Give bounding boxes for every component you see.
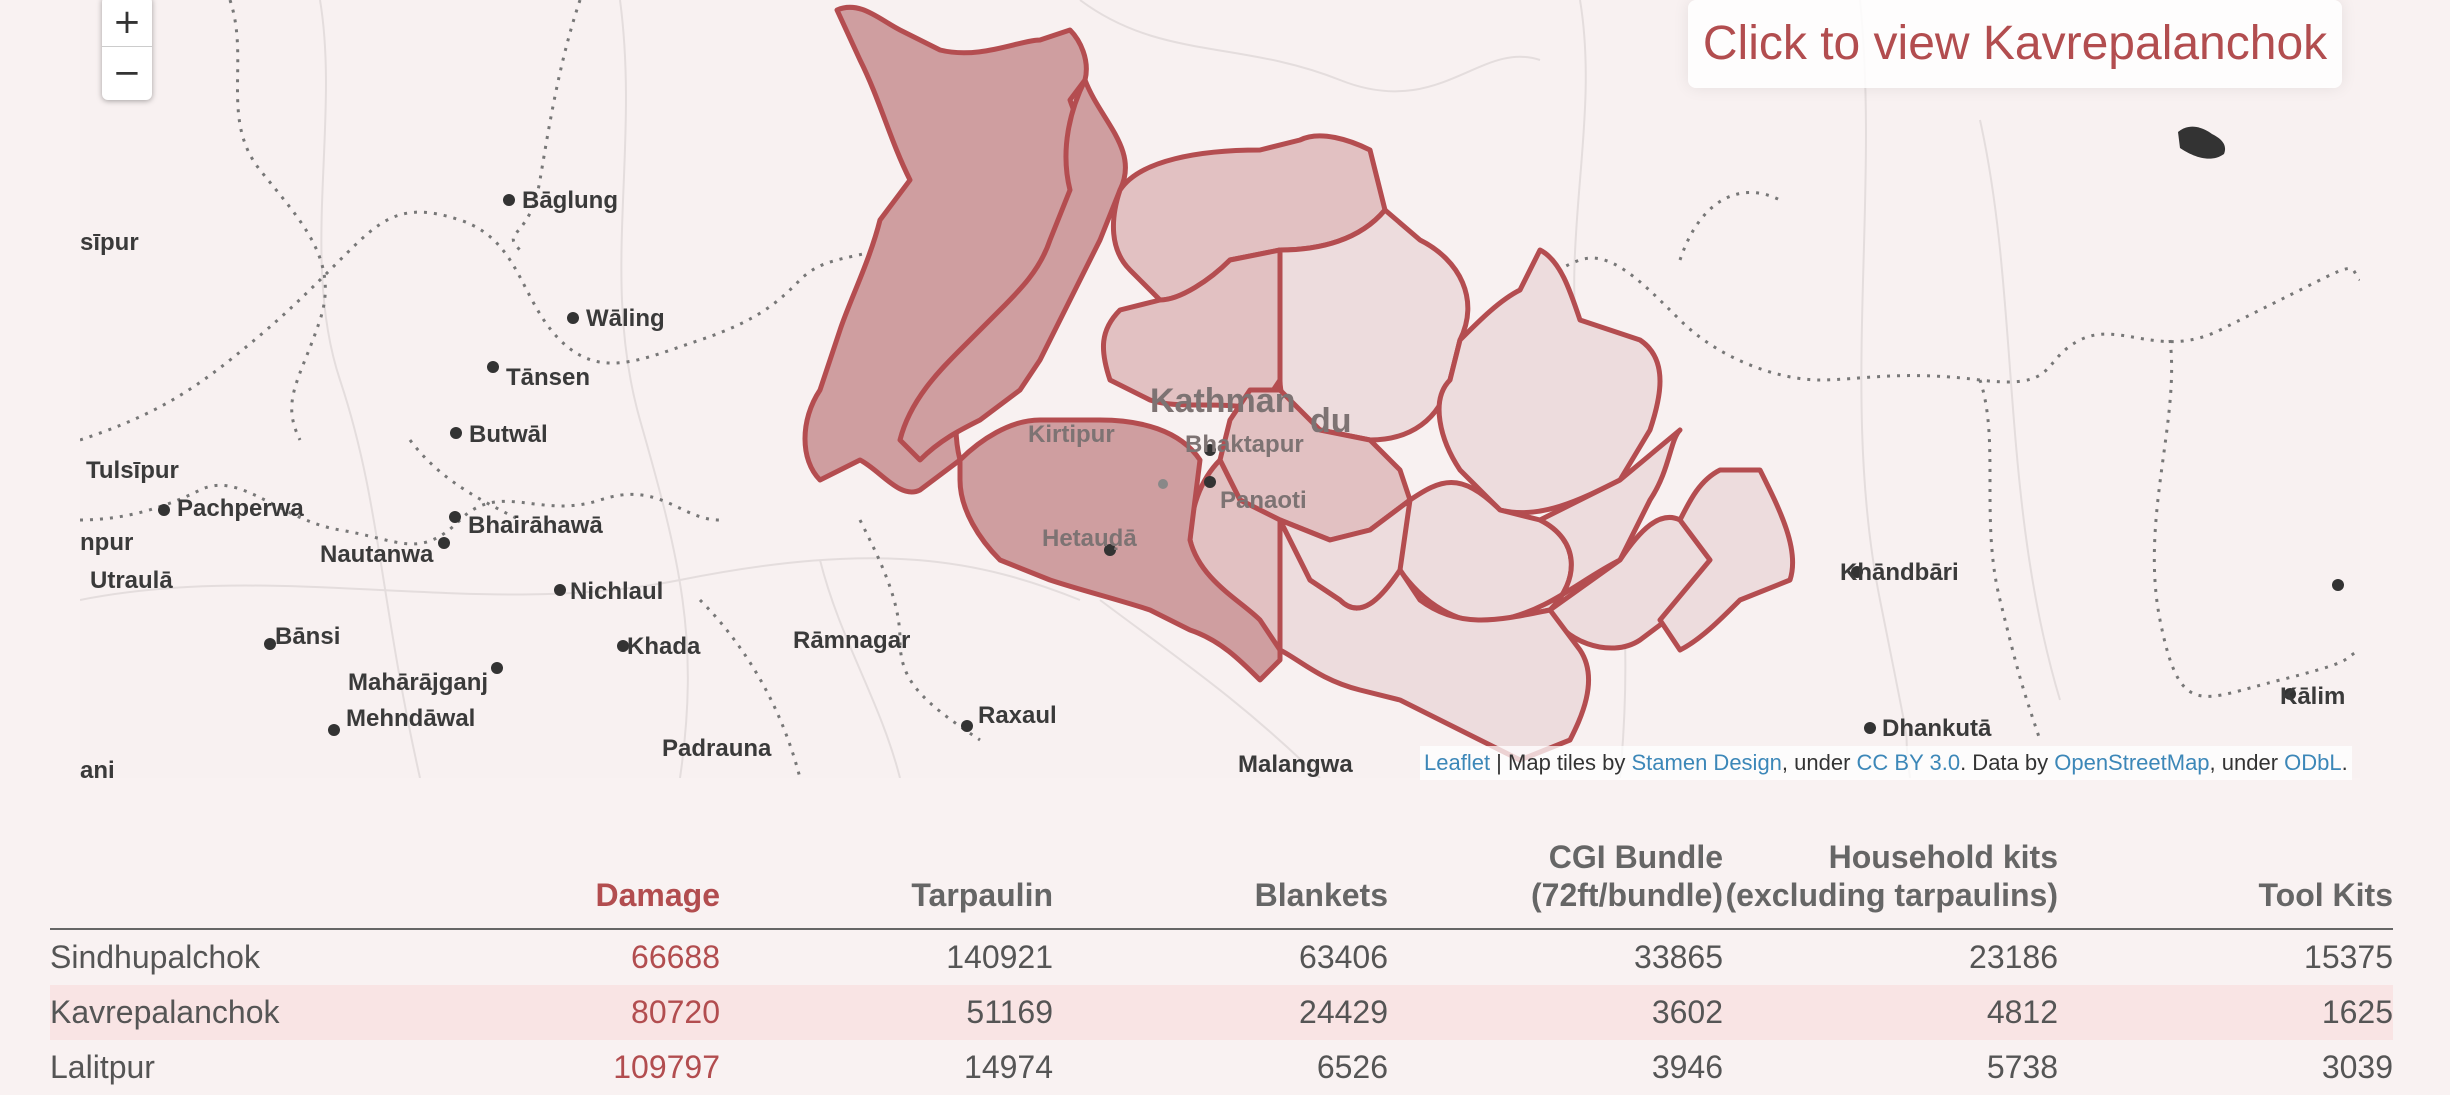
label-raxaul: Raxaul [978, 702, 1057, 729]
label-padrauna: Padrauna [662, 735, 772, 762]
map-borders [80, 0, 2360, 778]
zoom-out-button[interactable]: − [102, 46, 152, 97]
cell-damage: 66688 [631, 939, 720, 975]
district-info-box: Click to view Kavrepalanchok [1688, 0, 2342, 88]
label-tansen: Tānsen [506, 364, 590, 391]
district-ramechhap[interactable] [1497, 427, 1683, 623]
cell-tarpaulin: 51169 [720, 985, 1053, 1040]
lake-feature [2178, 126, 2226, 159]
header-damage[interactable]: Damage [350, 806, 720, 930]
place-labels: Bāglung Wāling Tānsen Butwāl Tulsīpur Pa… [80, 187, 2345, 778]
header-tarpaulin[interactable]: Tarpaulin [720, 806, 1053, 930]
table-row[interactable]: Sindhupalchok 66688 140921 63406 33865 2… [50, 929, 2393, 985]
header-tool-kits[interactable]: Tool Kits [2058, 806, 2393, 930]
cell-kits: 4812 [1723, 985, 2058, 1040]
cell-kits: 5738 [1986, 1049, 2058, 1085]
map-attribution: Leaflet | Map tiles by Stamen Design, un… [1420, 746, 2352, 780]
cell-district: Kavrepalanchok [50, 985, 350, 1040]
label-hetauda: Hetauḍā [1042, 525, 1137, 552]
relief-table: Damage Tarpaulin Blankets CGI Bundle (72f… [50, 806, 2393, 1095]
place-dots-dim [1158, 479, 1168, 489]
cell-blankets: 6526 [1316, 1049, 1388, 1085]
stamen-link[interactable]: Stamen Design [1631, 750, 1782, 775]
header-cgi[interactable]: CGI Bundle (72ft/bundle) [1388, 806, 1723, 930]
header-cgi-line1: CGI Bundle [1548, 839, 1723, 875]
ccby-link[interactable]: CC BY 3.0 [1856, 750, 1961, 775]
label-kathmandu-a: Kathman [1150, 382, 1295, 420]
header-cgi-line2: (72ft/bundle) [1531, 877, 1723, 913]
place-dots [158, 194, 2344, 736]
cell-district: Lalitpur [50, 1049, 155, 1085]
zoom-in-button[interactable]: + [112, 2, 142, 42]
label-panaoti: Panaoti [1220, 487, 1307, 514]
label-baglung: Bāglung [522, 187, 618, 214]
label-ani: ani [80, 757, 115, 778]
label-pachperwa: Pachperwa [177, 495, 304, 522]
osm-link[interactable]: OpenStreetMap [2054, 750, 2210, 775]
label-butwal: Butwāl [469, 421, 548, 448]
table-header-row: Damage Tarpaulin Blankets CGI Bundle (72f… [50, 806, 2393, 930]
table-row[interactable]: Kavrepalanchok 80720 51169 24429 3602 48… [50, 985, 2393, 1040]
cell-tools: 15375 [2304, 939, 2393, 975]
label-khada: Khada [627, 633, 701, 660]
cell-cgi: 33865 [1634, 939, 1723, 975]
label-tulsipur: Tulsīpur [86, 457, 179, 484]
cell-tarpaulin: 14974 [964, 1049, 1053, 1085]
district-bhaktapur[interactable] [1277, 497, 1413, 611]
cell-damage: 109797 [613, 1049, 720, 1085]
header-household-kits[interactable]: Household kits (excluding tarpaulins) [1723, 806, 2058, 930]
district-solukhumbu[interactable] [1657, 467, 1796, 653]
attrib-under2: , under [2209, 750, 2285, 775]
label-kalim: Kālim [2280, 683, 2345, 710]
table-row[interactable]: Lalitpur 109797 14974 6526 3946 5738 303… [50, 1040, 2393, 1095]
zoom-control: + − [102, 0, 152, 100]
label-npur: npur [80, 529, 133, 556]
odbl-link[interactable]: ODbL [2284, 750, 2342, 775]
label-maharajganj: Mahārājganj [348, 669, 488, 696]
info-text: Click to view Kavrepalanchok [1702, 17, 2328, 70]
label-kirtipur: Kirtipur [1028, 421, 1115, 448]
header-kits-line1: Household kits [1828, 839, 2058, 875]
attrib-end: . [2341, 750, 2348, 775]
cell-cgi: 3602 [1388, 985, 1723, 1040]
cell-damage: 80720 [350, 985, 720, 1040]
cell-district: Sindhupalchok [50, 939, 260, 975]
attrib-under1: , under [1781, 750, 1857, 775]
label-sipur: sīpur [80, 229, 139, 256]
label-khandbari: Khāndbāri [1840, 559, 1959, 586]
label-nautanwa: Nautanwa [320, 541, 434, 568]
attrib-sep: | Map tiles by [1490, 750, 1632, 775]
cell-tools: 1625 [2058, 985, 2393, 1040]
label-malangwa: Malangwa [1238, 751, 1353, 778]
district-dolakha[interactable] [1436, 247, 1663, 516]
district-makwanpur[interactable] [957, 417, 1283, 683]
label-ramnagar: Rāmnagar [793, 627, 910, 654]
header-kits-line2: (excluding tarpaulins) [1725, 877, 2058, 913]
label-bansi: Bānsi [275, 623, 340, 650]
header-blankets[interactable]: Blankets [1053, 806, 1388, 930]
label-bhairahawa: Bhairāhawā [468, 512, 603, 539]
label-waling: Wāling [586, 305, 665, 332]
label-utraula: Utraulā [90, 567, 173, 594]
cell-cgi: 3946 [1651, 1049, 1723, 1085]
label-dhankuta: Dhankutā [1882, 715, 1992, 742]
leaflet-link[interactable]: Leaflet [1424, 750, 1491, 775]
cell-tarpaulin: 140921 [946, 939, 1053, 975]
cell-tools: 3039 [2321, 1049, 2393, 1085]
label-nichlaul: Nichlaul [570, 578, 663, 605]
cell-kits: 23186 [1969, 939, 2058, 975]
label-bhaktapur: Bhaktapur [1185, 431, 1304, 458]
map[interactable]: Bāglung Wāling Tānsen Butwāl Tulsīpur Pa… [80, 0, 2360, 778]
map-svg: Bāglung Wāling Tānsen Butwāl Tulsīpur Pa… [80, 0, 2360, 778]
header-district[interactable] [50, 806, 350, 930]
district-layer [802, 4, 1796, 763]
label-mehndawal: Mehndāwal [346, 705, 475, 732]
cell-blankets: 63406 [1299, 939, 1388, 975]
cell-blankets: 24429 [1053, 985, 1388, 1040]
attrib-data-by: . Data by [1960, 750, 2055, 775]
label-kathmandu-b: du [1310, 402, 1352, 440]
